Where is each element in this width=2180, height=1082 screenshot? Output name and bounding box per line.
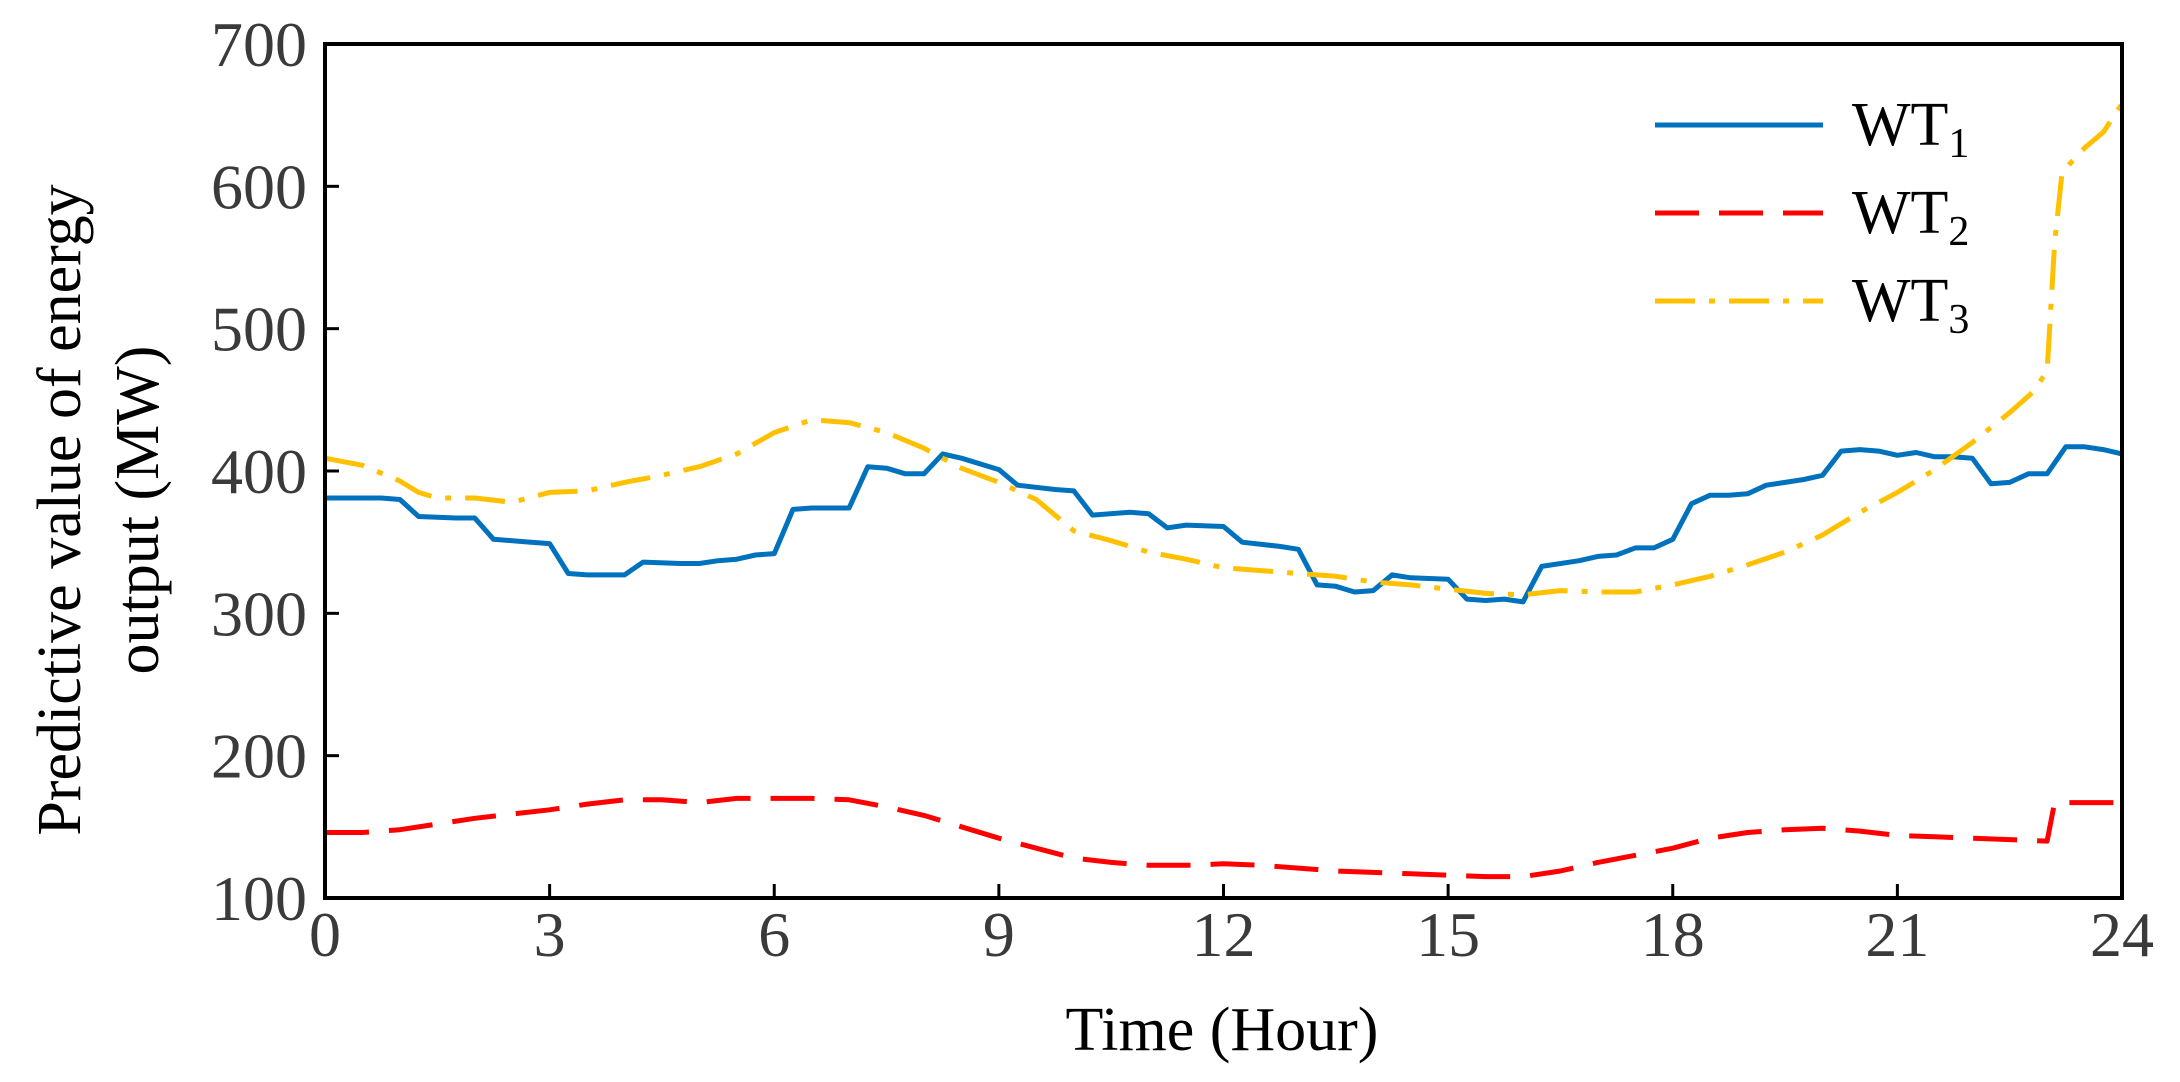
legend-label-wt2: WT2 bbox=[1852, 179, 1969, 255]
x-axis-title: Time (Hour) bbox=[1066, 996, 1379, 1064]
legend-label-wt3: WT3 bbox=[1852, 267, 1969, 343]
x-tick-label: 21 bbox=[1865, 899, 1929, 970]
y-tick-label: 600 bbox=[211, 151, 307, 222]
x-tick-label: 18 bbox=[1641, 899, 1705, 970]
x-tick-label: 3 bbox=[534, 899, 566, 970]
legend-label-subscript: 1 bbox=[1948, 121, 1969, 167]
x-tick-label: 12 bbox=[1192, 899, 1256, 970]
x-tick-label: 0 bbox=[309, 899, 341, 970]
x-tick-label: 9 bbox=[983, 899, 1015, 970]
plot-series-group bbox=[324, 102, 2125, 880]
series-line-wt2 bbox=[325, 795, 2122, 880]
y-axis-title-line-2: output (MW) bbox=[104, 346, 172, 675]
y-tick-label: 300 bbox=[211, 578, 307, 649]
legend-label-subscript: 3 bbox=[1948, 297, 1969, 343]
y-axis-ticks: 100 200 300 400 500 600 700 bbox=[211, 9, 339, 934]
legend-label-wt1: WT1 bbox=[1852, 91, 1969, 167]
y-tick-label: 700 bbox=[211, 9, 307, 80]
plot-frame bbox=[323, 42, 2124, 900]
y-tick-label: 400 bbox=[211, 436, 307, 507]
series-line-wt1 bbox=[325, 444, 2123, 605]
series-line-wt3 bbox=[324, 102, 2125, 598]
x-tick-label: 6 bbox=[758, 899, 790, 970]
legend-label-subscript: 2 bbox=[1948, 209, 1969, 255]
y-tick-label: 200 bbox=[211, 721, 307, 792]
y-tick-label: 500 bbox=[211, 294, 307, 365]
x-axis-ticks: 0 3 6 9 12 15 18 21 24 bbox=[309, 884, 2154, 970]
legend-label-main: WT bbox=[1852, 179, 1948, 247]
legend-label-main: WT bbox=[1852, 267, 1948, 335]
legend-label-main: WT bbox=[1852, 91, 1948, 159]
x-tick-label: 15 bbox=[1416, 899, 1480, 970]
y-axis-title-line-1: Predictive value of energy bbox=[26, 184, 94, 835]
x-tick-label: 24 bbox=[2090, 899, 2154, 970]
y-tick-label: 100 bbox=[211, 863, 307, 934]
